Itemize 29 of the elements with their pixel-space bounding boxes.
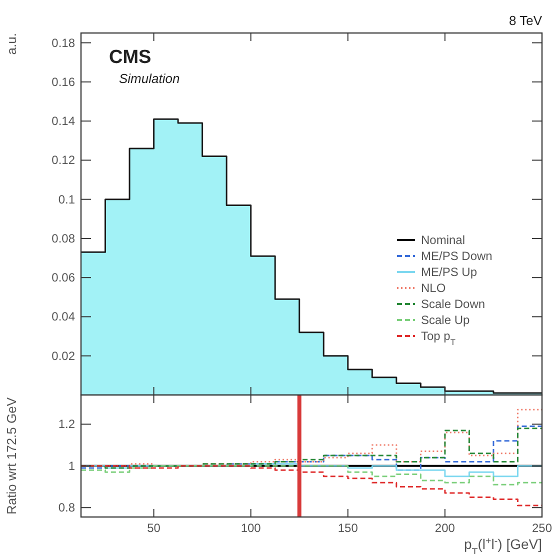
annotation: Simulation: [119, 71, 180, 86]
y-tick-label: 0.16: [52, 74, 76, 89]
annotation: CMS: [109, 47, 152, 68]
x-tick-label: 200: [434, 521, 456, 535]
legend-label: ME/PS Down: [421, 249, 492, 263]
x-tick-label: 150: [338, 521, 358, 535]
x-tick-label: 100: [240, 521, 262, 535]
legend-label: NLO: [421, 281, 446, 295]
text: 8 TeV: [508, 13, 542, 28]
y-tick-label: 0.1: [58, 192, 76, 206]
y-axis-title: Ratio wrt 172.5 GeV: [4, 397, 19, 515]
y-tick-label: 0.04: [52, 310, 76, 324]
legend-label: Nominal: [421, 233, 466, 247]
y-tick-label: 0.02: [52, 348, 76, 363]
legend-label: ME/PS Up: [421, 265, 478, 279]
x-tick-label: 50: [147, 521, 161, 535]
y-tick-label: 1.2: [58, 417, 76, 432]
legend-label: Top p$_{T}$: [421, 329, 456, 347]
y-tick-label: 0.18: [52, 36, 76, 50]
y-tick-label: 0.8: [58, 500, 76, 515]
y-tick-label: 0.12: [52, 153, 76, 168]
legend-label: Scale Up: [421, 313, 470, 327]
y-tick-label: 0.06: [52, 270, 76, 285]
y-tick-label: 0.08: [52, 231, 76, 246]
y-axis-title: a.u.: [4, 33, 19, 55]
legend-label: Scale Down: [421, 297, 486, 311]
x-tick-label: 250: [532, 521, 552, 535]
y-tick-label: 1: [68, 458, 76, 473]
y-tick-label: 0.14: [52, 114, 76, 128]
